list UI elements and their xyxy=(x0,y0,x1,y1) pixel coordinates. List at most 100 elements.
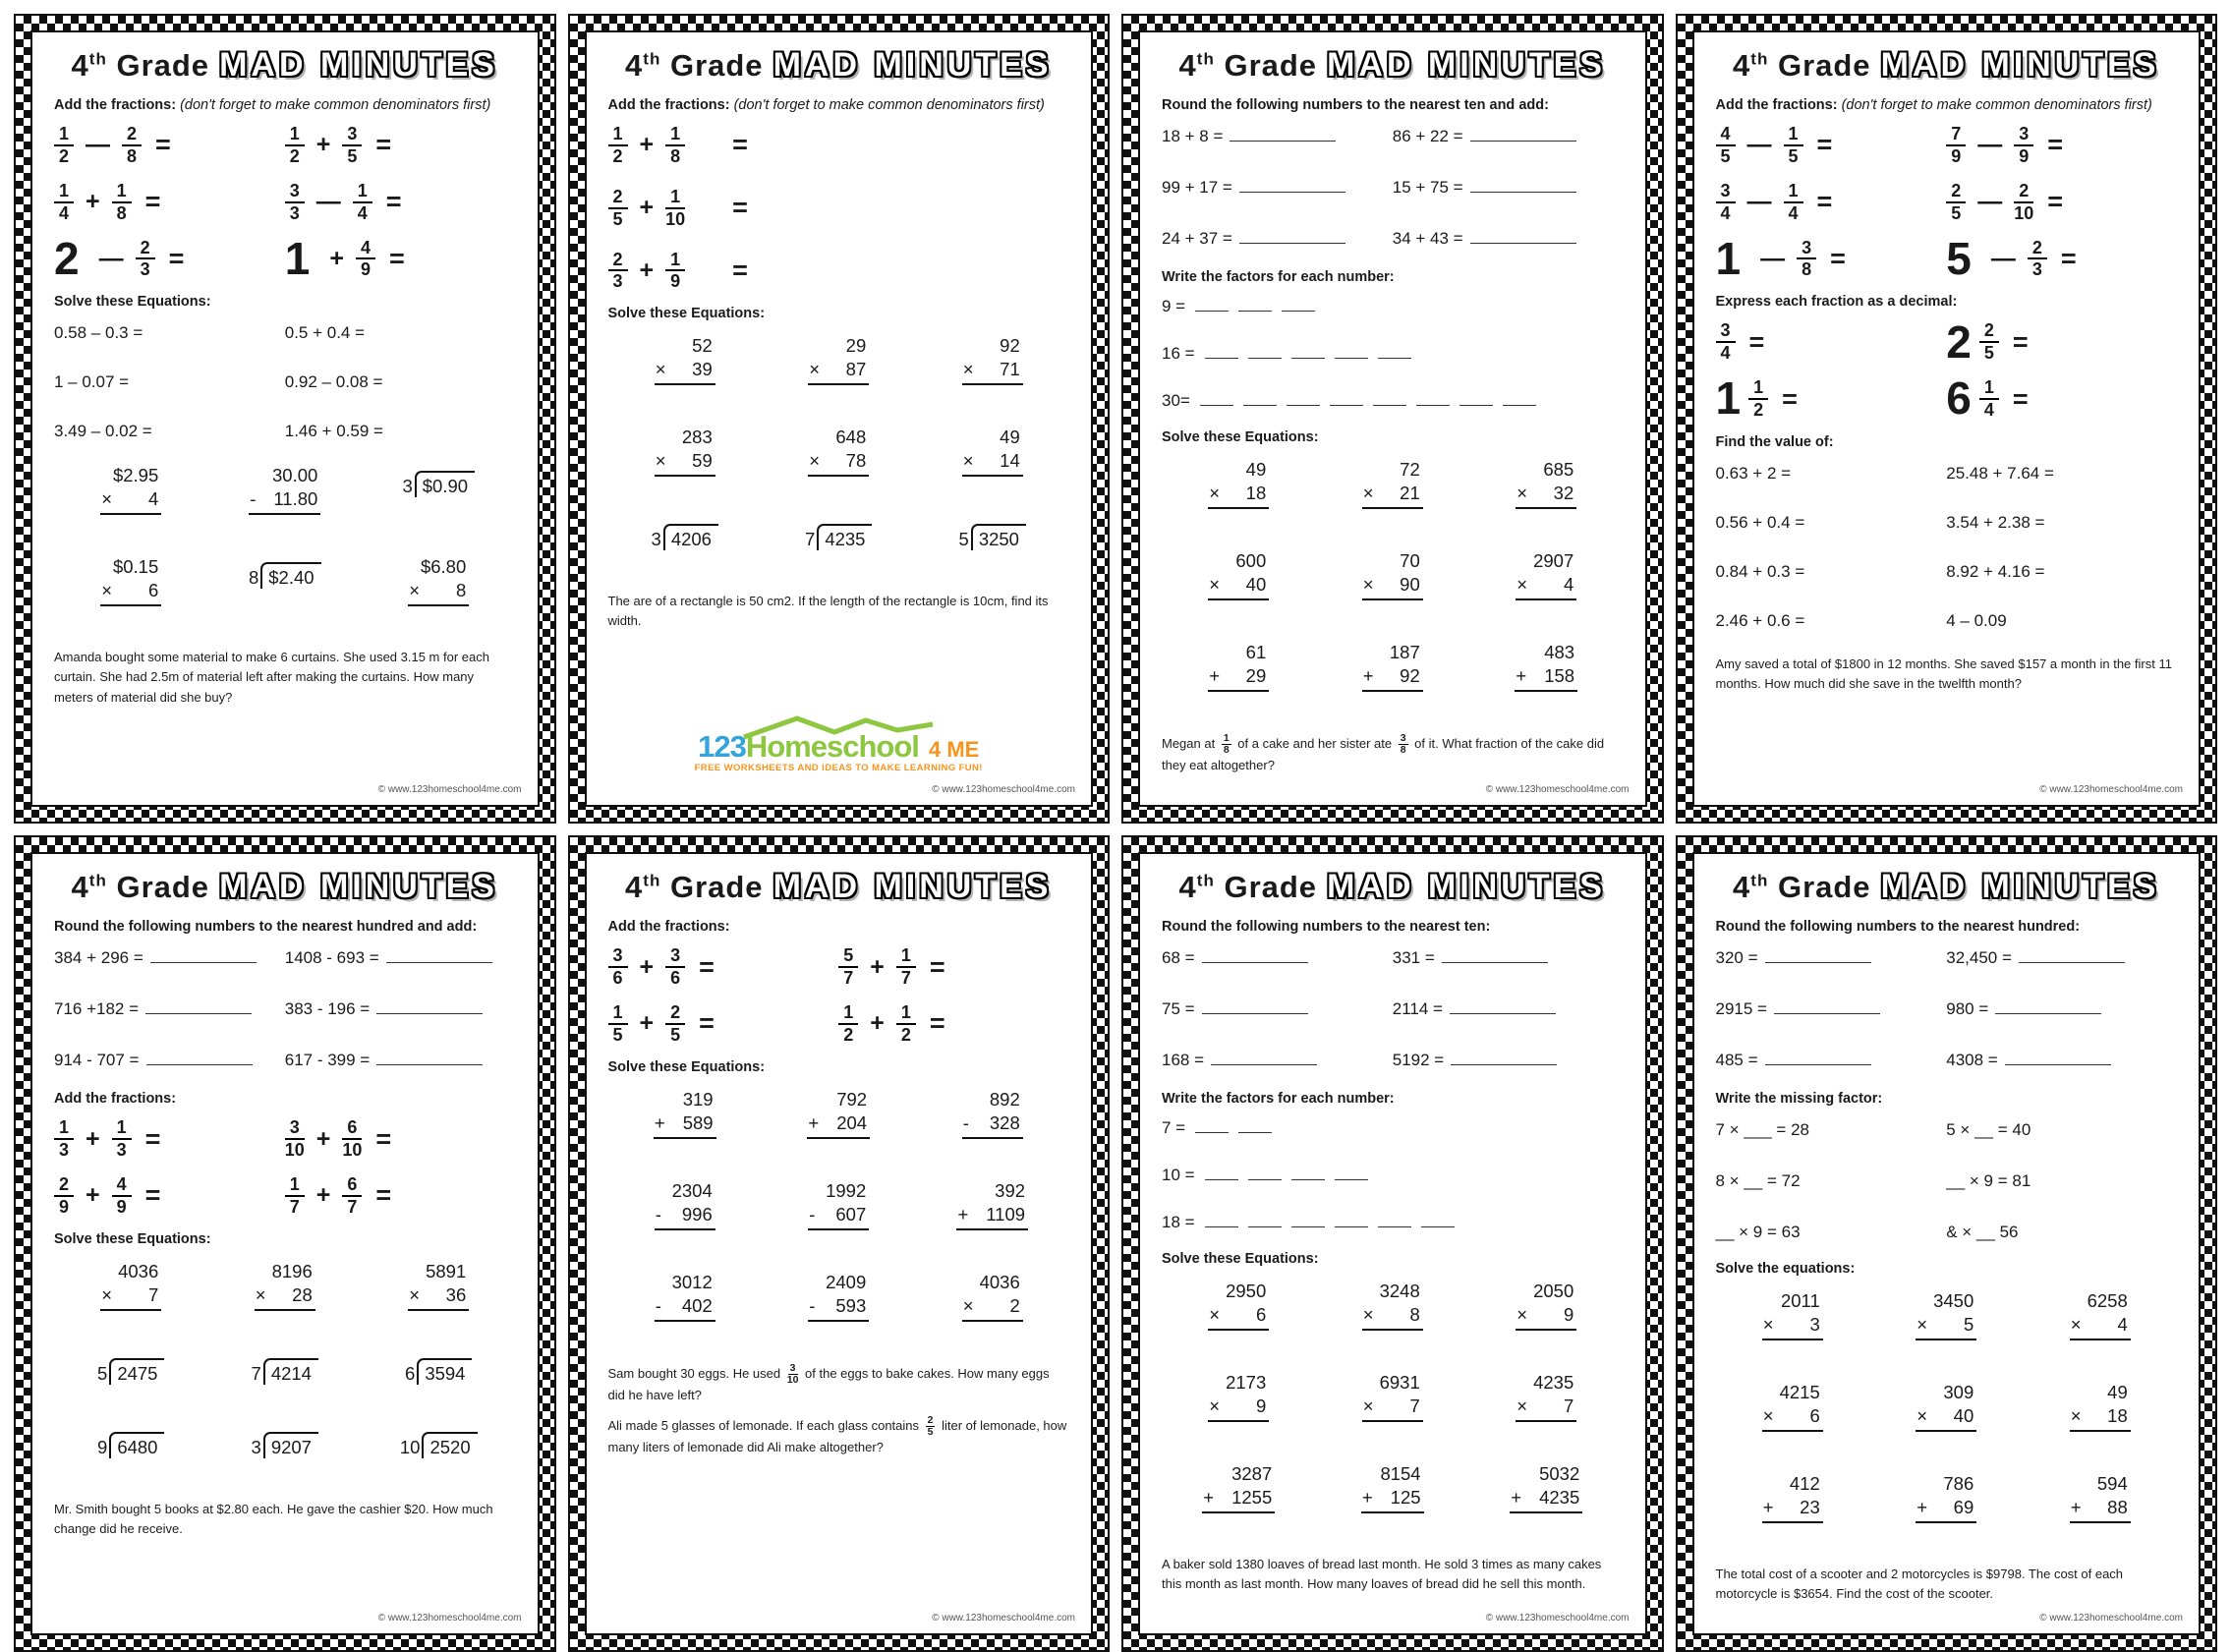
operand-bottom: × 40 xyxy=(1916,1405,1977,1433)
operand-bottom: × 9 xyxy=(1208,1396,1270,1423)
equation: 0.84 + 0.3 = xyxy=(1715,561,1805,581)
operator: + xyxy=(1209,665,1221,686)
fill-blank-equation: 99 + 17 = xyxy=(1162,178,1393,198)
vertical-problem: 892-328 xyxy=(961,1089,1023,1139)
numerator: 3 xyxy=(787,1361,798,1375)
operand: 14 xyxy=(1000,450,1020,472)
answer-blank xyxy=(1469,179,1576,193)
operand-top: 6931 xyxy=(1379,1372,1420,1394)
operand-bottom: +92 xyxy=(1361,665,1423,692)
worksheet-7: 4th Grade MAD MINUTES Round the following … xyxy=(1121,835,1664,1652)
operand: 32 xyxy=(1553,483,1574,503)
denominator: 5 xyxy=(1951,202,1962,223)
fill-blank-equation: 617 - 399 = xyxy=(285,1051,516,1070)
equation: 0.63 + 2 = xyxy=(1715,463,1792,483)
instruction-text: Add the fractions: xyxy=(54,97,177,113)
operand: 8 xyxy=(1409,1304,1420,1326)
answer-blank xyxy=(1764,949,1871,964)
instruction: Solve these Equations: xyxy=(608,306,1070,321)
fill-blank-grid: 68 = 331 = 75 = 2114 = 168 = 5192 = xyxy=(1162,948,1624,1070)
worksheet-page: 4th Grade MAD MINUTES Round the following … xyxy=(30,852,540,1636)
equation-lhs: 716 +182 = xyxy=(54,999,140,1019)
answer-blank xyxy=(1201,1000,1308,1015)
operator: × xyxy=(1209,1304,1221,1326)
long-division-problem: 7 4235 xyxy=(805,524,873,551)
operand: 88 xyxy=(2107,1497,2128,1518)
vertical-problem: 392 +1109 xyxy=(956,1180,1029,1230)
denominator: 10 xyxy=(665,208,686,229)
operand-top: 2011 xyxy=(1780,1290,1820,1312)
vertical-problem: 3012-402 xyxy=(654,1271,715,1322)
answer-blank xyxy=(1449,1000,1556,1015)
operand-bottom: +88 xyxy=(2069,1497,2131,1524)
numerator: 1 xyxy=(838,1003,859,1025)
equals-sign: = xyxy=(699,1008,715,1039)
equals-sign: = xyxy=(929,1008,945,1039)
operand-bottom: × 6 xyxy=(1761,1405,1823,1433)
fill-blank-equation: 86 + 22 = xyxy=(1393,127,1624,146)
numerator: 3 xyxy=(284,1118,305,1141)
vertical-problem: 61 +29 xyxy=(1208,642,1270,692)
operand: 125 xyxy=(1390,1487,1421,1509)
equals-sign: = xyxy=(732,193,748,223)
operand-top: 792 xyxy=(836,1088,868,1110)
long-division-problem: 9 6480 xyxy=(97,1431,165,1458)
mountain-logo-icon xyxy=(743,715,934,740)
denominator: 5 xyxy=(1983,343,1994,364)
answer-blank xyxy=(385,949,492,964)
vertical-problem: 30.00-11.80 xyxy=(249,465,321,516)
operand-top: 29 xyxy=(845,335,867,357)
numerator: 1 xyxy=(54,125,75,146)
operand-bottom: +4235 xyxy=(1510,1487,1583,1514)
fraction-problem: 3 3 — 1 4 = xyxy=(284,181,516,223)
fraction-problem: 2 9 +4 9 = xyxy=(54,1175,285,1217)
missing-factor-grid: 7 × ___ = 28 5 × __ = 40 8 × __ = 72 __ × 9… xyxy=(1716,1120,2178,1242)
equals-sign: = xyxy=(2060,243,2077,273)
answer-blank xyxy=(1469,230,1576,244)
fill-blank-equation: 68 = xyxy=(1162,948,1393,968)
operand-top: 4235 xyxy=(1533,1372,1574,1394)
instruction: Solve the equations: xyxy=(1716,1261,2178,1277)
worksheet-4: 4th Grade MAD MINUTES Add the fractions: (… xyxy=(1675,14,2217,825)
operator: — xyxy=(1746,131,1772,159)
operator: × xyxy=(255,1283,266,1305)
equation: 25.48 + 7.64 = xyxy=(1946,463,2054,483)
fill-blank-equation: 5192 = xyxy=(1393,1051,1624,1070)
page-title: 4th Grade MAD MINUTES xyxy=(1716,868,2178,906)
numerator: 1 xyxy=(665,187,686,209)
equation-lhs: 980 = xyxy=(1946,999,1989,1019)
operand: 6 xyxy=(1809,1405,1820,1427)
vertical-problems-row: 3 4206 7 4235 5 3250 xyxy=(608,518,1070,551)
operand: 4 xyxy=(1563,574,1574,595)
operand: 11.80 xyxy=(273,488,318,510)
operator: + xyxy=(870,952,885,981)
long-division-problem: 3 $0.90 xyxy=(402,471,476,498)
instruction: Add the fractions: (don't forget to make… xyxy=(54,97,516,113)
vertical-problems-row: 61 +29 187 +92 483 +158 xyxy=(1162,642,1624,692)
denominator: 3 xyxy=(289,202,300,223)
operand-top: 3012 xyxy=(671,1271,713,1292)
instruction-text: Write the factors for each number: xyxy=(1162,1091,1395,1108)
equation-lhs: 68 = xyxy=(1162,948,1195,968)
equation-grid: 0.58 – 0.3 = 0.5 + 0.4 = 1 – 0.07 = 0.92 – … xyxy=(54,323,516,441)
fraction: 1 10 xyxy=(665,187,686,229)
divisor: 10 xyxy=(399,1436,421,1457)
operand-top: 4036 xyxy=(979,1271,1020,1292)
vertical-problem: 6931 × 7 xyxy=(1361,1372,1423,1423)
operand-bottom: × 5 xyxy=(1916,1314,1977,1341)
operand-bottom: +1109 xyxy=(956,1204,1029,1230)
worksheet-1: 4th Grade MAD MINUTES Add the fractions: (… xyxy=(14,14,556,825)
vertical-problem: 4036 × 2 xyxy=(961,1271,1023,1322)
answer-blank xyxy=(1230,128,1337,142)
operand-bottom: × 7 xyxy=(100,1284,162,1311)
long-division-problem: 3 9207 xyxy=(252,1431,318,1458)
operator: + xyxy=(639,1009,655,1038)
denominator: 7 xyxy=(900,968,911,989)
